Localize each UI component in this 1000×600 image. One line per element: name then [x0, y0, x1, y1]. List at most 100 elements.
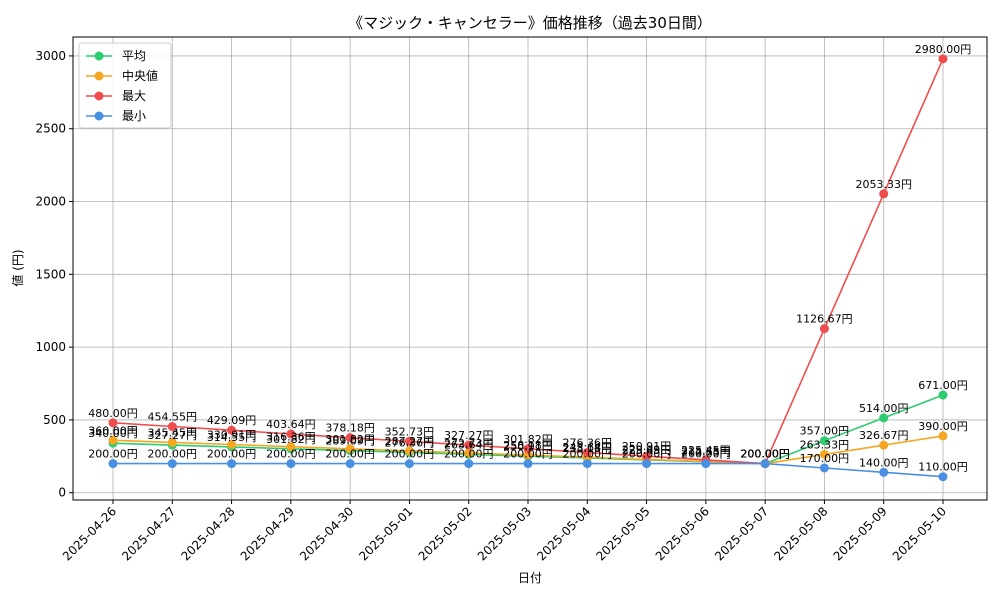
data-labels: 340.00円 327.27円 314.55円 301.82円 289.09円 276.3… [88, 43, 971, 474]
y-tick-label: 1000 [35, 340, 66, 354]
legend-marker [94, 51, 104, 61]
data-label: 200.00円 [385, 448, 435, 461]
data-point [582, 447, 592, 457]
data-point [167, 437, 177, 447]
data-label: 250.91円 [503, 440, 553, 453]
data-label: 110.00円 [918, 461, 968, 474]
x-tick-label: 2025-05-04 [534, 504, 593, 563]
data-label: 214.55円 [681, 445, 731, 458]
data-point [879, 413, 889, 423]
data-label: 671.00円 [918, 379, 968, 392]
data-point [819, 449, 829, 459]
legend-marker [94, 71, 104, 81]
data-label: 2980.00円 [915, 43, 972, 56]
data-label: 212.73円 [681, 446, 731, 459]
legend-label: 最大 [122, 89, 146, 103]
x-tick-label: 2025-04-27 [119, 504, 178, 563]
data-label: 301.82円 [266, 433, 316, 446]
data-point [879, 189, 889, 199]
data-point [345, 433, 355, 443]
data-point [167, 422, 177, 432]
data-label: 289.09円 [325, 435, 375, 448]
x-tick-label: 2025-05-05 [593, 504, 652, 563]
data-point [286, 459, 296, 469]
data-label: 200.00円 [681, 448, 731, 461]
data-label: 357.00円 [800, 425, 850, 438]
data-point [404, 459, 414, 469]
y-tick-label: 1500 [35, 267, 66, 281]
data-label: 330.91円 [207, 429, 257, 442]
data-label: 352.73円 [385, 425, 435, 438]
y-tick-label: 500 [43, 413, 66, 427]
data-point [227, 459, 237, 469]
data-label: 378.18円 [325, 422, 375, 435]
data-label: 229.09円 [622, 443, 672, 456]
x-tick-label: 2025-05-01 [356, 504, 415, 563]
data-label: 170.00円 [800, 452, 850, 465]
series-group [108, 54, 948, 482]
data-label: 200.00円 [325, 448, 375, 461]
x-tick-label: 2025-05-06 [653, 504, 712, 563]
data-label: 360.00円 [88, 424, 138, 437]
data-label: 301.82円 [325, 433, 375, 446]
y-tick-label: 0 [58, 486, 66, 500]
data-label: 200.00円 [444, 448, 494, 461]
data-label: 258.18円 [503, 439, 553, 452]
data-label: 225.45円 [681, 444, 731, 457]
data-label: 326.67円 [859, 429, 909, 442]
x-tick-label: 2025-04-28 [178, 504, 237, 563]
data-point [760, 459, 770, 469]
data-label: 301.82円 [503, 433, 553, 446]
data-label: 250.91円 [622, 440, 672, 453]
data-label: 200.00円 [740, 448, 790, 461]
data-point [404, 436, 414, 446]
data-label: 225.45円 [622, 444, 672, 457]
y-tick-label: 2500 [35, 122, 66, 136]
plot-frame [72, 36, 988, 501]
data-point [404, 446, 414, 456]
data-point [108, 435, 118, 445]
grid [73, 37, 987, 500]
chart-title: 《マジック・キャンセラー》価格推移（過去30日間） [348, 14, 712, 32]
data-point [879, 440, 889, 450]
x-tick-label: 2025-04-26 [60, 504, 119, 563]
data-point [938, 472, 948, 482]
data-label: 263.64円 [444, 438, 494, 451]
data-label: 480.00円 [88, 407, 138, 420]
data-label: 200.00円 [503, 448, 553, 461]
data-point [642, 451, 652, 461]
data-label: 327.27円 [444, 429, 494, 442]
data-point [642, 459, 652, 469]
data-label: 200.00円 [740, 448, 790, 461]
data-point [938, 390, 948, 400]
data-label: 200.00円 [88, 448, 138, 461]
data-point [286, 429, 296, 439]
data-label: 200.00円 [740, 448, 790, 461]
data-label: 314.55円 [207, 431, 257, 444]
data-label: 272.73円 [444, 437, 494, 450]
data-label: 454.55円 [148, 411, 198, 424]
data-point [464, 448, 474, 458]
data-point [345, 444, 355, 454]
data-point [523, 459, 533, 469]
legend-marker [94, 111, 104, 121]
x-tick-label: 2025-05-03 [475, 504, 534, 563]
data-label: 200.00円 [740, 448, 790, 461]
legend-label: 平均 [122, 49, 146, 63]
data-label: 340.00円 [88, 427, 138, 440]
data-point [938, 431, 948, 441]
x-tick-label: 2025-05-08 [771, 504, 830, 563]
data-label: 276.36円 [563, 436, 613, 449]
data-point [167, 459, 177, 469]
data-point [879, 467, 889, 477]
x-axis-label: 日付 [518, 571, 542, 585]
data-point [523, 450, 533, 460]
data-label: 243.64円 [563, 441, 613, 454]
y-tick-label: 3000 [35, 49, 66, 63]
data-point [523, 444, 533, 454]
data-point [464, 440, 474, 450]
x-tick-label: 2025-05-09 [831, 504, 890, 563]
legend-label: 最小 [122, 109, 146, 123]
